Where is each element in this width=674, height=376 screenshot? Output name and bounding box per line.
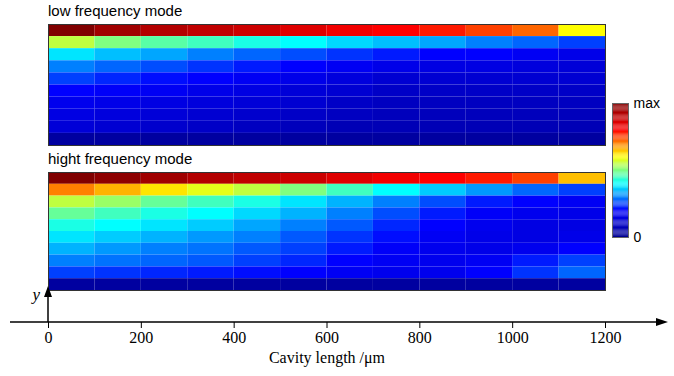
svg-text:600: 600 [315,329,339,346]
svg-text:400: 400 [222,329,246,346]
html-text:low frequency mode: low frequency mode [48,2,183,19]
svg-text:1200: 1200 [590,329,622,346]
svg-text:1000: 1000 [497,329,529,346]
svg-text:200: 200 [129,329,153,346]
svg-text:max: max [634,95,660,111]
svg-text:800: 800 [408,329,432,346]
svg-text:Cavity length /μm: Cavity length /μm [269,349,386,367]
svg-text:y: y [30,285,40,304]
svg-text:0: 0 [634,229,642,245]
html-text:hight frequency mode: hight frequency mode [48,150,193,167]
svg-text:0: 0 [45,329,53,346]
